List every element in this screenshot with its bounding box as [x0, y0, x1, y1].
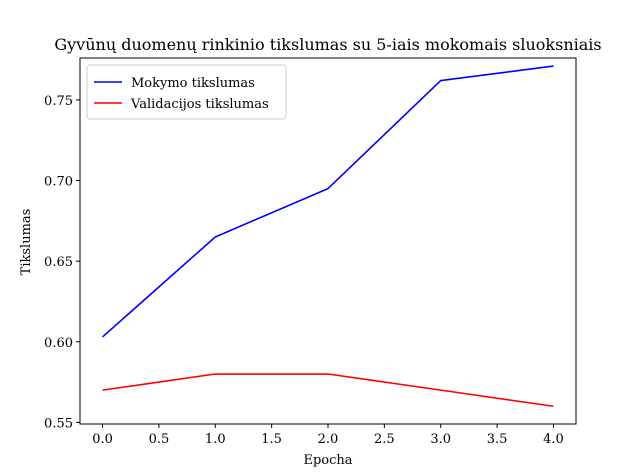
legend-box — [86, 64, 287, 120]
legend-label: Mokymo tikslumas — [131, 76, 255, 91]
chart-title: Gyvūnų duomenų rinkinio tikslumas su 5-i… — [54, 35, 601, 54]
series-line-1 — [102, 65, 554, 338]
y-tick-label: 0.75 — [44, 94, 73, 109]
y-tick-label: 0.55 — [44, 416, 73, 431]
x-tick-label: 4.0 — [543, 432, 564, 447]
x-tick-label: 2.5 — [374, 432, 395, 447]
series-line-2 — [102, 373, 554, 408]
y-tick-label: 0.70 — [44, 175, 73, 190]
x-tick-label: 3.5 — [487, 432, 508, 447]
x-tick-label: 0.0 — [92, 432, 113, 447]
y-axis-label: Tikslumas — [19, 209, 34, 276]
legend: Mokymo tikslumas Validacijos tikslumas — [86, 64, 287, 120]
x-tick-label: 0.5 — [149, 432, 170, 447]
x-tick-label: 1.5 — [261, 432, 282, 447]
x-axis-label: Epocha — [303, 453, 352, 468]
x-tick-label: 1.0 — [205, 432, 226, 447]
y-tick-label: 0.65 — [44, 255, 73, 270]
legend-label: Validacijos tikslumas — [130, 97, 269, 112]
y-tick-label: 0.60 — [44, 336, 73, 351]
x-tick-label: 2.0 — [318, 432, 339, 447]
plot-area: 0.0 0.5 1.0 1.5 2.0 2.5 3.0 3.5 4.0 0.55 0.60 0.65 0… — [44, 57, 577, 447]
x-tick-label: 3.0 — [430, 432, 451, 447]
